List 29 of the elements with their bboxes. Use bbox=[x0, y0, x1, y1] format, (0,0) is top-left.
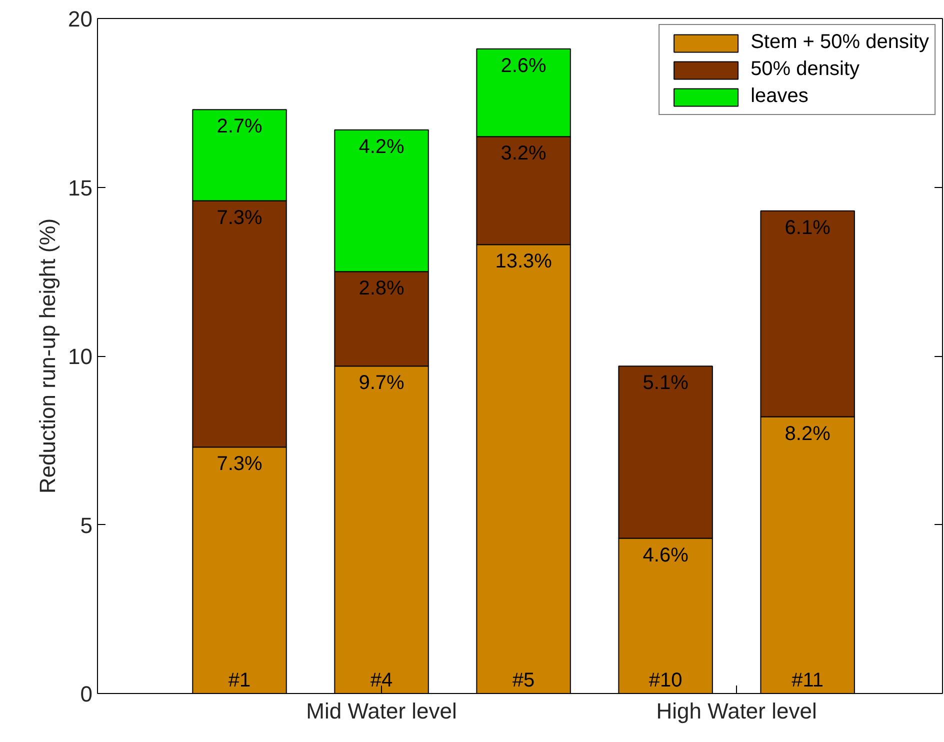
y-tick-label: 10 bbox=[68, 344, 93, 369]
data-label: 5.1% bbox=[642, 372, 689, 394]
data-label: 6.1% bbox=[784, 216, 831, 239]
text: High Water level bbox=[656, 698, 817, 724]
legend-label: 50% density bbox=[750, 58, 860, 81]
x-tick-label: #11 bbox=[792, 670, 824, 692]
data-label: 2.6% bbox=[500, 54, 547, 77]
legend-label: Stem + 50% density bbox=[750, 31, 929, 54]
data-label: 3.2% bbox=[500, 142, 547, 165]
text: Mid Water level bbox=[306, 698, 457, 724]
data-label: 4.2% bbox=[358, 136, 405, 158]
y-axis-title: Reduction run-up height (%) bbox=[35, 218, 60, 494]
x-tick-label: #1 bbox=[228, 670, 251, 692]
x-tick-label: #10 bbox=[648, 670, 682, 692]
data-label: 4.6% bbox=[642, 544, 689, 566]
data-label: 8.2% bbox=[784, 422, 831, 445]
data-label: 2.8% bbox=[358, 278, 405, 300]
data-label: 7.3% bbox=[216, 206, 263, 229]
data-label: 13.3% bbox=[495, 250, 552, 273]
data-label: 9.7% bbox=[358, 372, 405, 394]
y-tick-label: 15 bbox=[68, 175, 93, 200]
x-tick-label: #4 bbox=[370, 670, 393, 692]
data-label: 7.3% bbox=[216, 453, 263, 476]
y-tick-label: 0 bbox=[80, 682, 93, 706]
y-tick-label: 20 bbox=[68, 6, 93, 32]
data-label: 2.7% bbox=[216, 116, 263, 138]
x-tick-label: #5 bbox=[512, 670, 535, 692]
legend-label: leaves bbox=[750, 85, 808, 108]
y-tick-label: 5 bbox=[80, 512, 93, 538]
